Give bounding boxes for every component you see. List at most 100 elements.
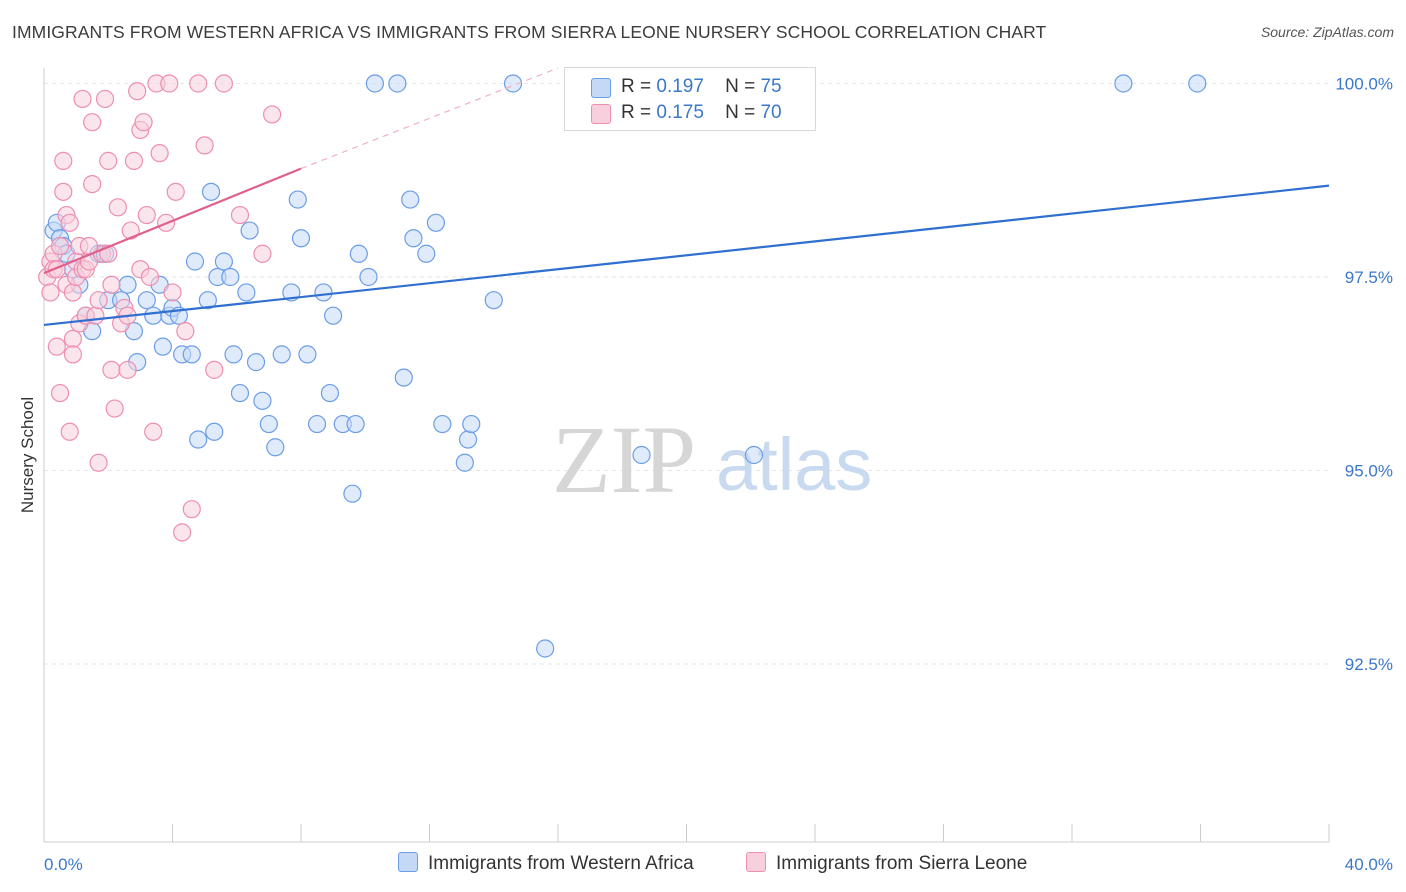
- point-western-africa: [240, 221, 259, 240]
- trend-line-western-africa: [43, 184, 1330, 327]
- point-western-africa: [224, 345, 243, 364]
- point-western-africa: [201, 182, 221, 201]
- x-tick-label: 0.0%: [44, 855, 83, 874]
- point-western-africa: [153, 337, 172, 356]
- point-western-africa: [388, 74, 407, 93]
- legend-swatch-blue: [591, 78, 611, 98]
- point-sierra-leone: [102, 275, 121, 294]
- point-western-africa: [349, 244, 368, 263]
- bottom-legend-swatch-pink: [746, 852, 766, 872]
- point-western-africa: [214, 252, 233, 271]
- bottom-legend-western-africa: Immigrants from Western Africa: [398, 852, 694, 875]
- y-tick-label: 97.5%: [1345, 268, 1393, 287]
- point-western-africa: [365, 74, 384, 93]
- legend: R = 0.197 N = 75 R = 0.175 N = 70: [564, 67, 816, 131]
- y-tick-label: 95.0%: [1345, 461, 1393, 480]
- point-sierra-leone: [176, 322, 195, 341]
- legend-r-label: R =: [621, 102, 652, 123]
- point-sierra-leone: [50, 383, 70, 403]
- point-sierra-leone: [140, 267, 160, 287]
- point-western-africa: [298, 345, 317, 364]
- point-western-africa: [346, 414, 365, 434]
- point-sierra-leone: [63, 329, 83, 348]
- legend-n-label: N =: [725, 76, 756, 97]
- tick-labels: 92.5% 95.0% 97.5% 100.0% 0.0% 40.0%: [44, 74, 1393, 874]
- point-western-africa: [632, 445, 651, 465]
- axes: [43, 68, 1330, 843]
- bottom-legend-label: Immigrants from Sierra Leone: [776, 853, 1028, 874]
- watermark-zip: ZIP: [552, 406, 696, 513]
- point-sierra-leone: [124, 151, 144, 170]
- point-sierra-leone: [182, 500, 201, 519]
- bottom-legend-swatch-blue: [398, 852, 418, 872]
- point-sierra-leone: [262, 105, 282, 124]
- watermark-atlas: atlas: [716, 423, 872, 506]
- point-western-africa: [744, 445, 764, 465]
- point-sierra-leone: [73, 89, 92, 109]
- point-western-africa: [307, 414, 327, 434]
- point-sierra-leone: [128, 82, 147, 101]
- point-sierra-leone: [189, 74, 208, 93]
- point-western-africa: [458, 430, 478, 449]
- point-western-africa: [462, 414, 481, 434]
- point-western-africa: [484, 291, 503, 310]
- point-western-africa: [137, 291, 156, 310]
- point-western-africa: [230, 383, 250, 403]
- trend-line-sierra-leone: [43, 167, 302, 275]
- point-sierra-leone: [41, 283, 60, 302]
- point-western-africa: [182, 345, 201, 364]
- point-sierra-leone: [150, 144, 169, 163]
- point-sierra-leone: [63, 283, 83, 302]
- point-sierra-leone: [205, 360, 224, 379]
- point-western-africa: [394, 368, 413, 387]
- point-sierra-leone: [166, 182, 185, 201]
- point-sierra-leone: [99, 151, 118, 170]
- point-sierra-leone: [214, 74, 233, 93]
- legend-n-label: N =: [725, 102, 756, 123]
- point-western-africa: [185, 252, 205, 271]
- point-western-africa: [221, 267, 240, 287]
- point-sierra-leone: [95, 89, 115, 109]
- point-western-africa: [433, 414, 452, 434]
- legend-n-value: 70: [760, 102, 782, 123]
- point-sierra-leone: [137, 205, 156, 225]
- point-sierra-leone: [54, 151, 73, 170]
- point-western-africa: [536, 639, 555, 658]
- y-tick-label: 100.0%: [1335, 74, 1393, 93]
- grid: [44, 82, 1329, 665]
- point-sierra-leone: [144, 422, 163, 441]
- point-sierra-leone: [86, 306, 105, 325]
- point-western-africa: [205, 422, 224, 441]
- point-western-africa: [1114, 74, 1133, 93]
- point-western-africa: [417, 244, 436, 263]
- y-axis-label: Nursery School: [18, 397, 37, 513]
- trend-extension-sierra-leone: [300, 67, 559, 170]
- point-western-africa: [455, 453, 474, 472]
- point-sierra-leone: [105, 399, 124, 418]
- point-sierra-leone: [60, 213, 79, 232]
- watermark: ZIP atlas: [552, 406, 872, 513]
- point-sierra-leone: [253, 244, 272, 263]
- point-western-africa: [253, 391, 272, 410]
- point-sierra-leone: [108, 198, 127, 217]
- point-sierra-leone: [60, 422, 79, 441]
- chart-title: IMMIGRANTS FROM WESTERN AFRICA VS IMMIGR…: [12, 22, 1047, 42]
- legend-swatch-pink: [591, 104, 611, 124]
- x-tick-label: 40.0%: [1345, 855, 1393, 874]
- point-western-africa: [343, 484, 362, 503]
- point-sierra-leone: [134, 113, 153, 132]
- point-western-africa: [324, 306, 343, 325]
- source-label: Source: ZipAtlas.com: [1260, 24, 1394, 40]
- point-sierra-leone: [118, 360, 137, 379]
- point-western-africa: [259, 414, 278, 434]
- legend-r-value: 0.175: [656, 102, 704, 123]
- bottom-legend-sierra-leone: Immigrants from Sierra Leone: [746, 852, 1027, 875]
- bottom-legend-label: Immigrants from Western Africa: [428, 853, 694, 874]
- point-sierra-leone: [102, 360, 121, 379]
- y-tick-label: 92.5%: [1345, 655, 1393, 674]
- point-sierra-leone: [163, 283, 182, 302]
- legend-r-value: 0.197: [656, 76, 704, 97]
- point-western-africa: [404, 229, 423, 248]
- point-sierra-leone: [83, 113, 102, 132]
